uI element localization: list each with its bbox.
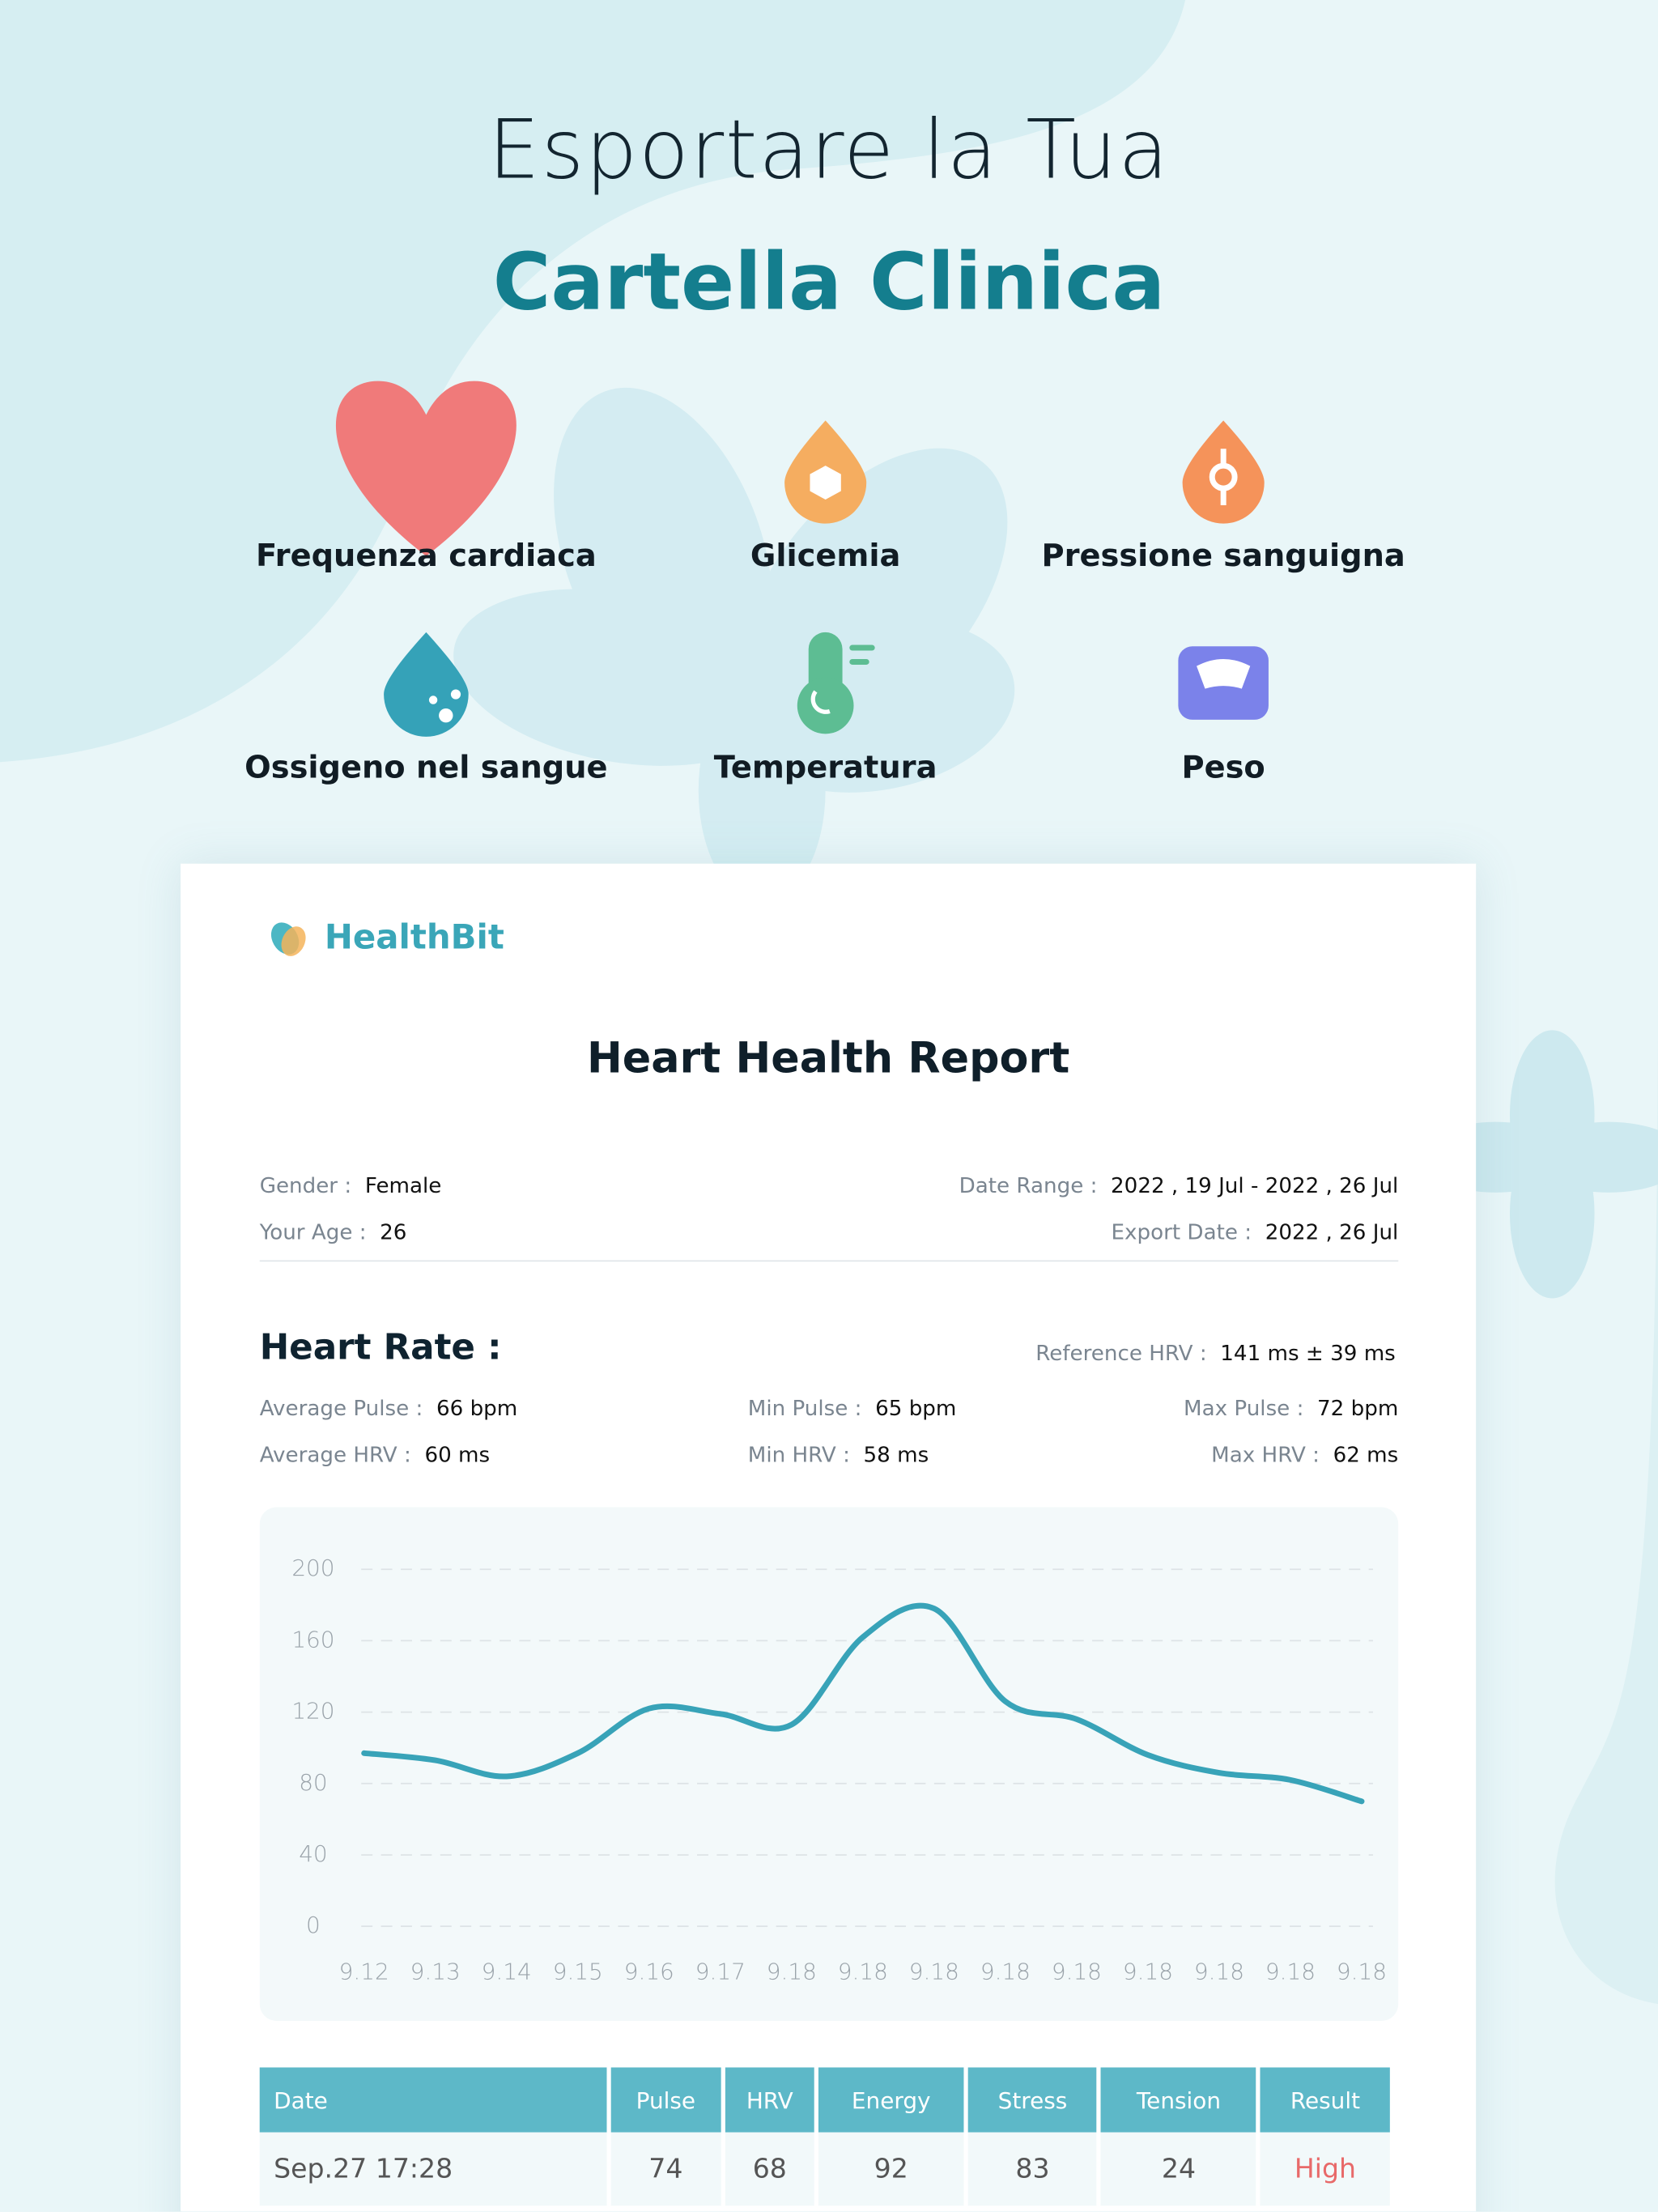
label: Reference HRV : [1035, 1340, 1207, 1367]
x-tick-label: 9.14 [482, 1959, 532, 1985]
table-header: Energy [818, 2067, 964, 2133]
table-header: Tension [1101, 2067, 1256, 2133]
x-tick-label: 9.18 [909, 1959, 959, 1985]
table-header: Pulse [610, 2067, 721, 2133]
chart-bg [259, 1507, 1399, 2021]
x-tick-label: 9.13 [410, 1959, 461, 1985]
value: 66 bpm [436, 1395, 518, 1422]
logo [270, 922, 306, 956]
value: 2022 , 19 Jul - 2022 , 26 Jul [1111, 1172, 1399, 1198]
table-cell: 68 [725, 2132, 814, 2206]
label: Max HRV : [1211, 1442, 1320, 1468]
value: 2022 , 26 Jul [1265, 1219, 1399, 1245]
x-tick-label: 9.17 [695, 1959, 746, 1985]
x-tick-label: 9.15 [553, 1959, 603, 1985]
x-tick-label: 9.18 [1052, 1959, 1102, 1985]
label: Your Age : [259, 1219, 367, 1245]
value: 60 ms [424, 1442, 491, 1468]
value: 58 ms [863, 1442, 929, 1468]
label: Min HRV : [747, 1442, 850, 1468]
y-tick-label: 0 [306, 1912, 321, 1938]
table-cell: 24 [1101, 2132, 1256, 2206]
value: 62 ms [1333, 1442, 1399, 1468]
y-tick-label: 200 [291, 1555, 334, 1581]
table-header: HRV [725, 2067, 814, 2133]
label: Min Pulse : [747, 1395, 862, 1422]
table-cell: Sep.27 17:28 [259, 2132, 606, 2206]
feature: Temperatura [713, 751, 937, 786]
line [361, 1602, 1365, 1805]
table-header: Result [1261, 2067, 1390, 2133]
x-tick-label: 9.16 [624, 1959, 674, 1985]
feature: Pressione sanguigna [1041, 538, 1405, 575]
feature: Glicemia [750, 538, 901, 575]
table-header: Stress [968, 2067, 1097, 2133]
label: Max Pulse : [1184, 1395, 1304, 1422]
y-tick-label: 80 [299, 1769, 327, 1796]
divider [259, 1260, 1399, 1262]
x-tick-label: 9.18 [1194, 1959, 1244, 1985]
label: Average Pulse : [259, 1395, 423, 1422]
x-tick-label: 9.18 [1123, 1959, 1173, 1985]
x-tick-label: 9.18 [1337, 1959, 1387, 1985]
x-tick-label: 9.18 [838, 1959, 888, 1985]
report-title: Heart Health Report [586, 1034, 1070, 1084]
brand: HealthBit [324, 917, 504, 957]
value: Female [364, 1172, 442, 1198]
title-line2: Cartella Clinica [492, 236, 1166, 330]
chart: 0 40 80 120 160 200 9.12 9.13 9.14 9.15 9.16 9.17 9.… [259, 1507, 1399, 2021]
value: 65 bpm [875, 1395, 957, 1422]
feature: Ossigeno nel sangue [244, 751, 608, 786]
y-tick-label: 120 [291, 1698, 334, 1725]
value: 26 [380, 1219, 407, 1245]
table-header: Date [259, 2067, 606, 2133]
y-tick-label: 160 [291, 1626, 334, 1653]
label: Average HRV : [259, 1442, 411, 1468]
table-cell: 83 [968, 2132, 1097, 2206]
feature: Peso [1181, 751, 1265, 786]
value: 72 bpm [1317, 1395, 1399, 1422]
label: Date Range : [959, 1172, 1098, 1198]
x-tick-label: 9.18 [767, 1959, 817, 1985]
table-cell: 92 [818, 2132, 964, 2206]
y-tick-label: 40 [299, 1840, 327, 1867]
x-tick-label: 9.18 [980, 1959, 1031, 1985]
value: 141 ms ± 39 ms [1220, 1340, 1396, 1367]
table-row: Sep.27 17:28 74 68 92 83 24 High [259, 2132, 1390, 2206]
feature: Frequenza cardiaca [255, 538, 597, 575]
section-heading: Heart Rate : [259, 1326, 502, 1368]
label: Export Date : [1111, 1219, 1252, 1245]
table-cell: High [1261, 2132, 1390, 2206]
label: Gender : [259, 1172, 352, 1198]
title-line1: Esportare la Tua [488, 101, 1170, 198]
x-tick-label: 9.12 [339, 1959, 389, 1985]
table-cell: 74 [610, 2132, 721, 2206]
data-table: Date Pulse HRV Energy Stress Tension Result Sep… [255, 2067, 1394, 2206]
x-tick-label: 9.18 [1265, 1959, 1316, 1985]
